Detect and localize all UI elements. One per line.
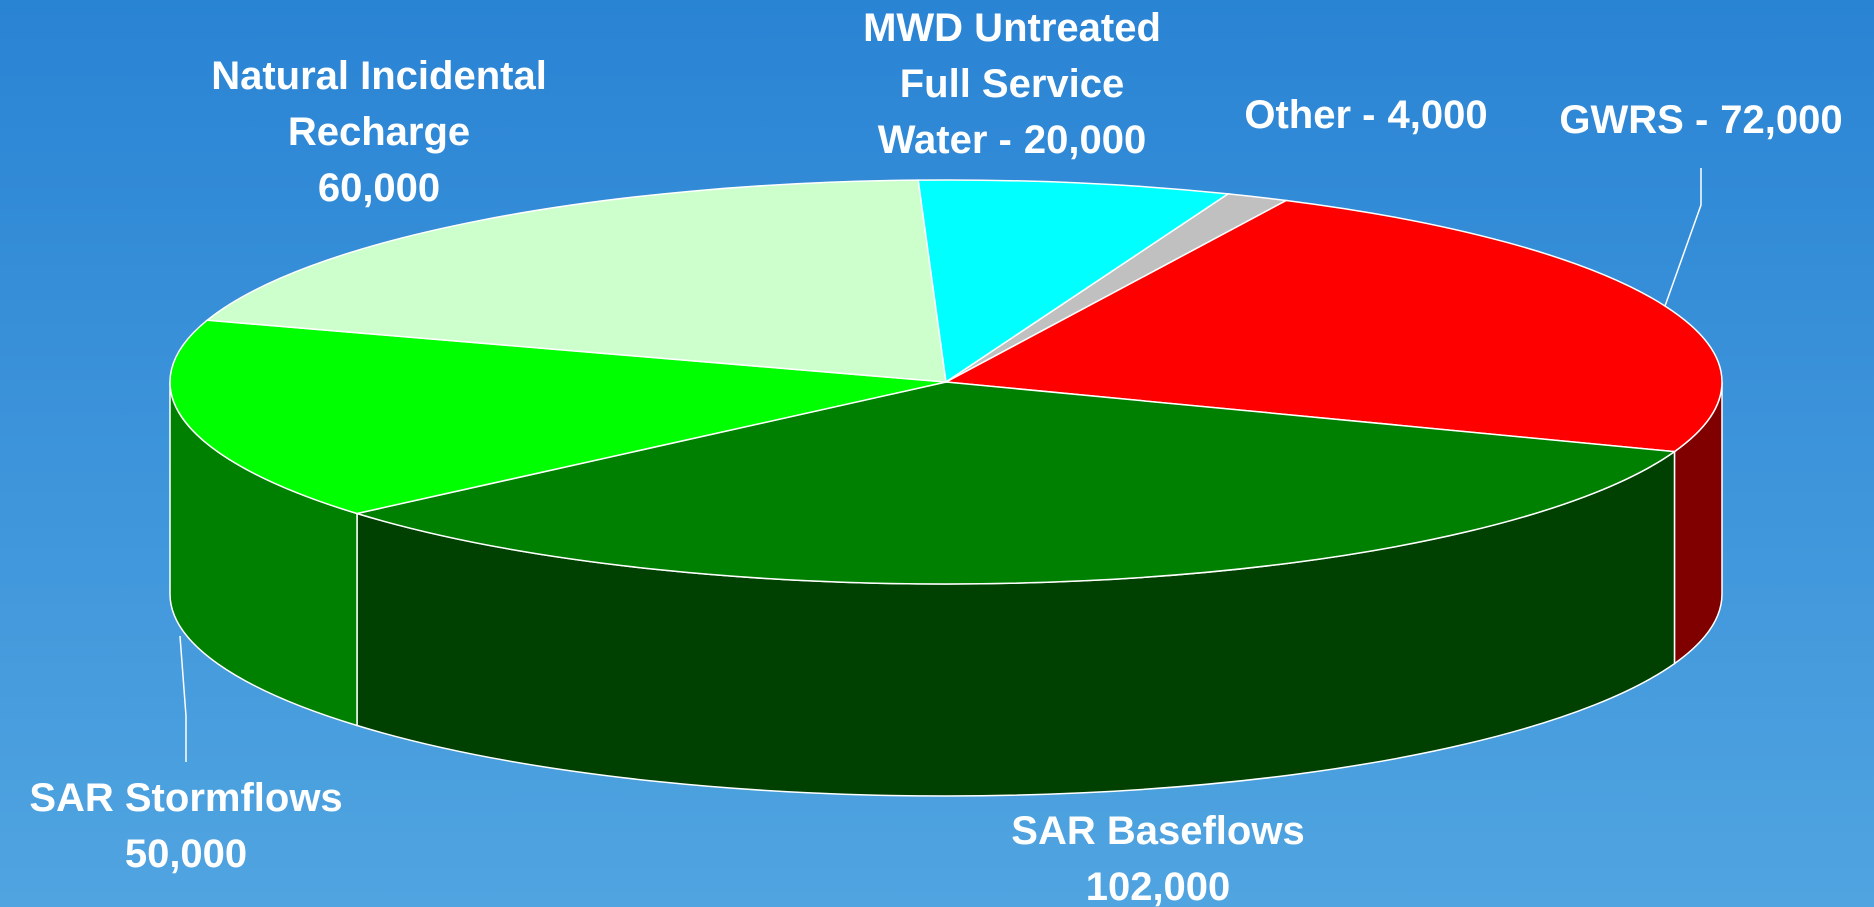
label-line: Water -: [878, 118, 1012, 162]
label-line: SAR Baseflows: [1011, 809, 1304, 853]
leader-line: [1664, 168, 1702, 307]
label-line: Recharge: [288, 110, 470, 154]
label-line: SAR Stormflows: [29, 776, 342, 820]
value-label: 4,000: [1388, 93, 1488, 137]
label-line: MWD Untreated: [863, 6, 1161, 50]
value-label: 72,000: [1720, 98, 1842, 142]
label-line: Full Service: [900, 62, 1125, 106]
value-label: 102,000: [1086, 865, 1231, 907]
slice: [917, 179, 1231, 384]
value-label: 60,000: [318, 166, 440, 210]
slice: [354, 381, 1677, 585]
slice-label: SAR Baseflows 102,000: [1011, 809, 1304, 907]
slice: [169, 319, 947, 515]
label-line: Other -: [1244, 93, 1375, 137]
leader-line: [179, 635, 187, 762]
labels: GWRS - 72,000 SAR Baseflows 102,000 SAR Stor…: [29, 6, 1842, 907]
slice-label: GWRS - 72,000: [1559, 98, 1842, 142]
label-line: GWRS -: [1559, 98, 1708, 142]
slice-label: SAR Stormflows 50,000: [29, 776, 342, 876]
label-line: Natural Incidental: [211, 54, 547, 98]
value-label: 50,000: [125, 832, 247, 876]
slice: [945, 193, 1289, 383]
pie: [169, 179, 1723, 797]
slice-label: Natural Incidental Recharge 60,000: [211, 54, 547, 210]
slice: [943, 199, 1723, 453]
slice-label: Other - 4,000: [1244, 93, 1487, 137]
slice-label: MWD Untreated Full Service Water - 20,000: [863, 6, 1161, 162]
slice: [205, 179, 947, 383]
value-label: 20,000: [1024, 118, 1146, 162]
